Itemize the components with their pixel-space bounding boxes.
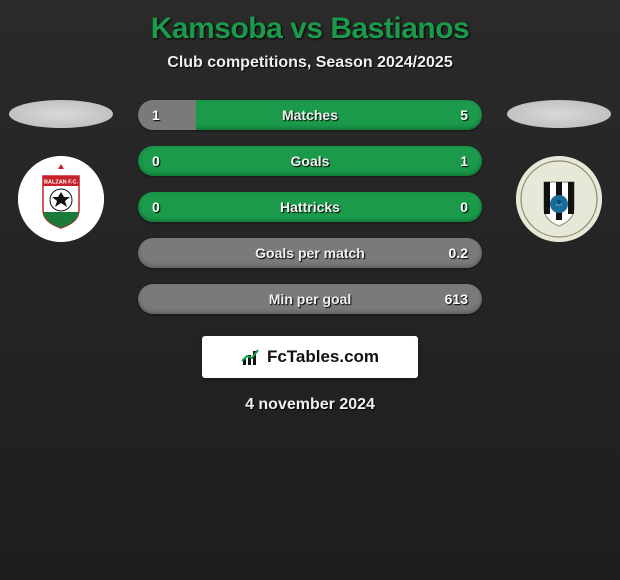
- stat-label: Hattricks: [280, 199, 340, 215]
- shield-icon: BALZAN F.C.: [18, 156, 104, 242]
- club-badge-left[interactable]: BALZAN F.C.: [18, 156, 104, 242]
- stat-label: Goals per match: [255, 245, 365, 261]
- stat-bar: 0 Goals 1: [138, 146, 482, 176]
- brand-badge[interactable]: FcTables.com: [202, 336, 418, 378]
- date-text: 4 november 2024: [245, 396, 375, 414]
- left-player-col: BALZAN F.C.: [6, 100, 116, 242]
- subtitle: Club competitions, Season 2024/2025: [167, 54, 452, 72]
- stat-bar: 1 Matches 5: [138, 100, 482, 130]
- stat-bar: 0 Hattricks 0: [138, 192, 482, 222]
- stat-value-right: 1: [460, 153, 468, 169]
- stat-value-right: 0: [460, 199, 468, 215]
- stat-bar: Goals per match 0.2: [138, 238, 482, 268]
- stat-label: Goals: [291, 153, 330, 169]
- stat-value-right: 613: [445, 291, 468, 307]
- stat-value-left: 0: [152, 199, 160, 215]
- stat-label: Min per goal: [269, 291, 351, 307]
- stat-value-right: 0.2: [449, 245, 468, 261]
- bar-chart-icon: [241, 347, 263, 367]
- comparison-widget: Kamsoba vs Bastianos Club competitions, …: [0, 0, 620, 426]
- stat-label: Matches: [282, 107, 338, 123]
- crest-icon: [516, 156, 602, 242]
- bar-fill-left: [138, 100, 196, 130]
- stat-bar: Min per goal 613: [138, 284, 482, 314]
- svg-text:BALZAN F.C.: BALZAN F.C.: [44, 180, 78, 186]
- right-player-col: [504, 100, 614, 242]
- stat-value-left: 0: [152, 153, 160, 169]
- page-title: Kamsoba vs Bastianos: [151, 12, 469, 46]
- stats-column: 1 Matches 5 0 Goals 1 0 Hattricks 0 Goals per mat…: [130, 100, 490, 314]
- player-silhouette-right: [507, 100, 611, 128]
- stat-value-right: 5: [460, 107, 468, 123]
- main-row: BALZAN F.C. 1 Matches 5 0 Goals 1 0 Hattricks 0 G…: [0, 100, 620, 314]
- stat-value-left: 1: [152, 107, 160, 123]
- club-badge-right[interactable]: [516, 156, 602, 242]
- brand-text: FcTables.com: [267, 347, 379, 367]
- player-silhouette-left: [9, 100, 113, 128]
